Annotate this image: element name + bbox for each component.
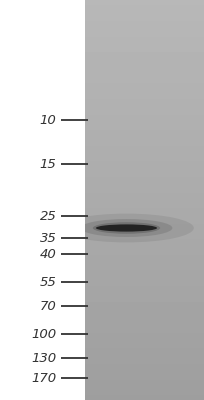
Text: 35: 35 (40, 232, 56, 244)
Text: 10: 10 (40, 114, 56, 126)
Text: 70: 70 (40, 300, 56, 312)
Text: 55: 55 (40, 276, 56, 288)
Ellipse shape (96, 224, 157, 232)
Ellipse shape (59, 214, 194, 242)
Text: 100: 100 (31, 328, 56, 340)
Text: 170: 170 (31, 372, 56, 384)
Ellipse shape (81, 219, 172, 237)
Text: 15: 15 (40, 158, 56, 170)
Text: 130: 130 (31, 352, 56, 364)
Text: 40: 40 (40, 248, 56, 260)
Ellipse shape (93, 222, 160, 234)
Text: 25: 25 (40, 210, 56, 222)
